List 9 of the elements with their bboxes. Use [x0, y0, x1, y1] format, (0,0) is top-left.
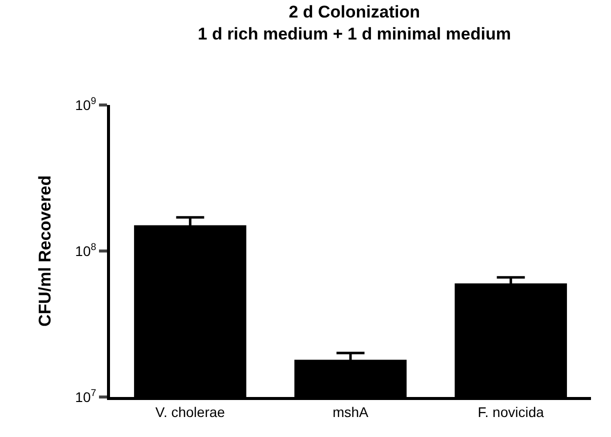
x-tick-label: mshA [332, 404, 370, 420]
chart-title: 2 d Colonization [288, 2, 420, 22]
x-tick-label: F. novicida [478, 404, 544, 420]
x-tick-label: V. cholerae [155, 404, 226, 420]
y-tick-label: 10$^{7}$ [75, 388, 96, 405]
y-tick-label: 10$^{8}$ [75, 242, 97, 259]
chart-subtitle: 1 d rich medium + 1 d minimal medium [198, 24, 511, 44]
y-tick-label: 10$^{9}$ [75, 96, 96, 113]
y-axis-title: CFU/ml Recovered [36, 175, 55, 327]
